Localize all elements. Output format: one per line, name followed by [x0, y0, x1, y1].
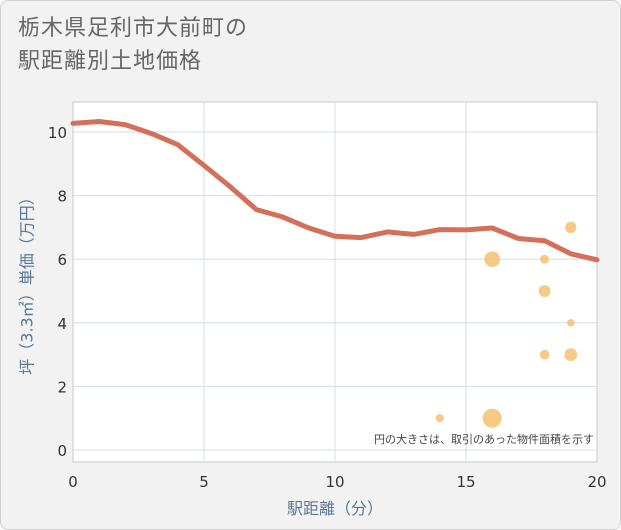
- y-tick-label: 4: [57, 315, 67, 333]
- bubble-point: [482, 408, 502, 428]
- x-tick-label: 5: [199, 473, 209, 491]
- y-tick-label: 6: [57, 251, 67, 269]
- y-tick-label: 2: [57, 378, 67, 396]
- bubble-point: [539, 349, 550, 360]
- bubble-point: [567, 319, 575, 327]
- x-axis-label: 駅距離（分）: [287, 499, 383, 518]
- x-tick-label: 0: [68, 473, 78, 491]
- bubble-point: [540, 254, 550, 264]
- bubble-point: [484, 251, 501, 268]
- y-tick-label: 0: [57, 442, 67, 460]
- y-axis-label: 坪（3.3㎡）単価（万円）: [18, 189, 37, 374]
- bubble-point: [564, 348, 578, 362]
- price-line: [70, 119, 600, 263]
- y-tick-labels: 0 2 4 6 8 10: [48, 124, 67, 460]
- x-tick-labels: 0 5 10 15 20: [68, 473, 606, 491]
- x-tick-label: 20: [587, 473, 606, 491]
- y-tick-label: 8: [57, 188, 67, 206]
- chart-title: 栃木県足利市大前町の 駅距離別土地価格: [18, 16, 249, 74]
- x-tick-label: 10: [325, 473, 344, 491]
- bubble-series: [435, 221, 578, 428]
- x-tick-label: 15: [456, 473, 475, 491]
- chart-note: 円の大きさは、取引のあった物件面積を示す: [374, 432, 594, 446]
- bubble-point: [565, 221, 577, 234]
- grid-lines: [73, 102, 597, 462]
- bubble-point: [538, 285, 551, 297]
- y-tick-label: 10: [48, 124, 67, 142]
- bubble-point: [435, 414, 444, 423]
